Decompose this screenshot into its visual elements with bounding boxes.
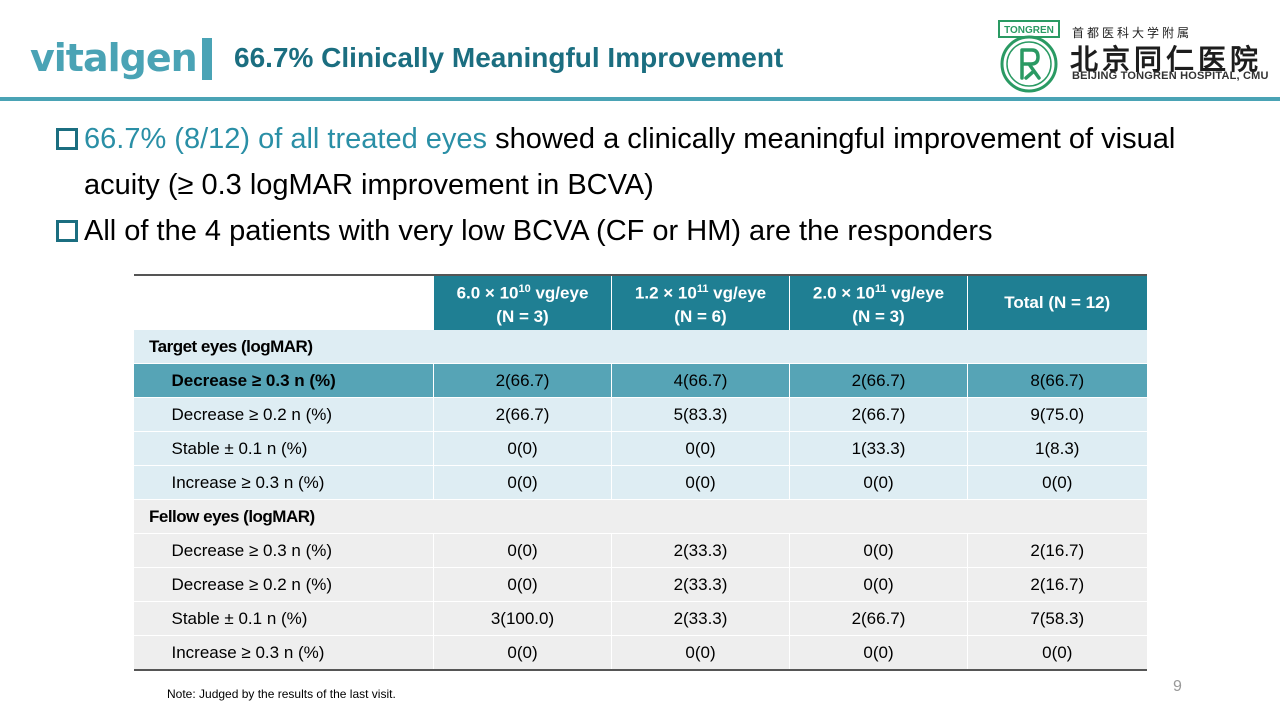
hospital-name-en: BEIJING TONGREN HOSPITAL, CMU: [1072, 70, 1269, 82]
section-row-target: Target eyes (logMAR): [133, 330, 1147, 364]
table-cell: 1(8.3): [967, 431, 1147, 466]
table-cell: 0(0): [967, 635, 1147, 671]
table-cell: 2(66.7): [789, 397, 968, 432]
table-cell: 0(0): [433, 635, 612, 671]
section-row-fellow: Fellow eyes (logMAR): [133, 499, 1147, 534]
table-row: Decrease ≥ 0.2 n (%) 2(66.7) 5(83.3) 2(6…: [133, 397, 1147, 432]
table-row: Increase ≥ 0.3 n (%) 0(0) 0(0) 0(0) 0(0): [133, 465, 1147, 500]
bullet-item: 66.7% (8/12) of all treated eyes showed …: [56, 116, 1226, 208]
table-cell: 2(16.7): [967, 567, 1147, 602]
hospital-name-cn: 北京同仁医院: [1070, 43, 1263, 76]
checkbox-bullet-icon: [56, 220, 78, 242]
table-cell: 0(0): [611, 431, 790, 466]
footnote: Note: Judged by the results of the last …: [167, 687, 396, 701]
table-cell: 8(66.7): [967, 363, 1147, 398]
tongren-hospital-emblem-icon: TONGREN: [998, 20, 1060, 93]
header-dose-1: 6.0 × 1010 vg/eye (N = 3): [433, 275, 612, 330]
table-row: Decrease ≥ 0.2 n (%) 0(0) 2(33.3) 0(0) 2…: [133, 567, 1147, 602]
row-label: Stable ± 0.1 n (%): [133, 601, 434, 636]
svg-text:TONGREN: TONGREN: [1004, 25, 1054, 36]
row-label: Decrease ≥ 0.2 n (%): [133, 567, 434, 602]
results-table: 6.0 × 1010 vg/eye (N = 3) 1.2 × 1011 vg/e…: [133, 274, 1147, 671]
logo-divider: [202, 38, 212, 80]
vitalgen-logo: vitalgen: [30, 36, 198, 80]
table-cell: 0(0): [433, 431, 612, 466]
table-cell: 2(66.7): [433, 363, 612, 398]
bullet-highlight: 66.7% (8/12) of all treated eyes: [84, 123, 488, 155]
page-number: 9: [1173, 678, 1182, 695]
slide-title: 66.7% Clinically Meaningful Improvement: [234, 42, 784, 73]
table-cell: 2(33.3): [611, 601, 790, 636]
row-label: Increase ≥ 0.3 n (%): [133, 635, 434, 671]
table-cell: 2(33.3): [611, 567, 790, 602]
bullet-item: All of the 4 patients with very low BCVA…: [56, 208, 1226, 254]
table-cell: 0(0): [611, 635, 790, 671]
checkbox-bullet-icon: [56, 128, 78, 150]
table-cell: 9(75.0): [967, 397, 1147, 432]
table-cell: 0(0): [789, 465, 968, 500]
bullet-text: showed a clinically meaningful improveme…: [84, 123, 1176, 201]
hospital-affiliation-cn: 首都医科大学附属: [1072, 26, 1193, 40]
row-label: Increase ≥ 0.3 n (%): [133, 465, 434, 500]
header-rule: [0, 97, 1280, 101]
table-cell: 0(0): [789, 533, 968, 568]
table-row: Stable ± 0.1 n (%) 3(100.0) 2(33.3) 2(66…: [133, 601, 1147, 636]
table-cell: 0(0): [967, 465, 1147, 500]
row-label: Stable ± 0.1 n (%): [133, 431, 434, 466]
table-cell: 7(58.3): [967, 601, 1147, 636]
table-row: Decrease ≥ 0.3 n (%) 0(0) 2(33.3) 0(0) 2…: [133, 533, 1147, 568]
table-cell: 5(83.3): [611, 397, 790, 432]
table-row: Decrease ≥ 0.3 n (%) 2(66.7) 4(66.7) 2(6…: [133, 363, 1147, 398]
header-dose-2: 1.2 × 1011 vg/eye (N = 6): [611, 275, 790, 330]
bullet-text: All of the 4 patients with very low BCVA…: [84, 215, 993, 247]
bullet-list: 66.7% (8/12) of all treated eyes showed …: [56, 116, 1226, 254]
table-cell: 2(66.7): [789, 363, 968, 398]
header-blank: [133, 274, 434, 330]
table-cell: 2(66.7): [433, 397, 612, 432]
header-dose-3: 2.0 × 1011 vg/eye (N = 3): [789, 275, 968, 330]
table-row: Increase ≥ 0.3 n (%) 0(0) 0(0) 0(0) 0(0): [133, 635, 1147, 671]
table-header-row: 6.0 × 1010 vg/eye (N = 3) 1.2 × 1011 vg/e…: [133, 274, 1147, 330]
table-row: Stable ± 0.1 n (%) 0(0) 0(0) 1(33.3) 1(8…: [133, 431, 1147, 466]
table-cell: 3(100.0): [433, 601, 612, 636]
section-title: Target eyes (logMAR): [133, 330, 1147, 364]
row-label: Decrease ≥ 0.2 n (%): [133, 397, 434, 432]
table-cell: 0(0): [433, 533, 612, 568]
row-label: Decrease ≥ 0.3 n (%): [133, 533, 434, 568]
table-cell: 2(66.7): [789, 601, 968, 636]
header-total: Total (N = 12): [967, 275, 1147, 330]
table-cell: 0(0): [789, 567, 968, 602]
table-cell: 0(0): [433, 567, 612, 602]
section-title: Fellow eyes (logMAR): [133, 499, 1147, 534]
table-cell: 2(33.3): [611, 533, 790, 568]
row-label: Decrease ≥ 0.3 n (%): [133, 363, 434, 398]
table-cell: 0(0): [789, 635, 968, 671]
table-cell: 4(66.7): [611, 363, 790, 398]
table-cell: 2(16.7): [967, 533, 1147, 568]
table-cell: 0(0): [433, 465, 612, 500]
table-cell: 1(33.3): [789, 431, 968, 466]
table-cell: 0(0): [611, 465, 790, 500]
